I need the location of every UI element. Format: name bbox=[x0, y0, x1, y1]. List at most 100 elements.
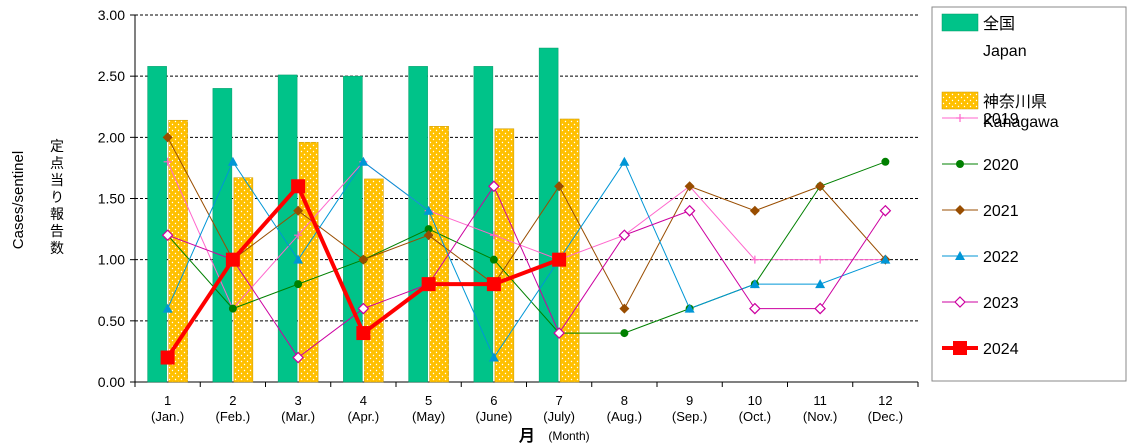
legend-label-2021: 2021 bbox=[983, 203, 1019, 220]
point-2021-4 bbox=[358, 254, 369, 265]
point-2021-10 bbox=[749, 205, 760, 216]
point-2020-12 bbox=[881, 157, 890, 166]
point-2021-7 bbox=[554, 181, 565, 192]
point-2022-10 bbox=[749, 279, 760, 289]
legend-box bbox=[931, 6, 1127, 382]
x-tick-sublabel: (Oct.) bbox=[739, 409, 772, 424]
point-2024-6 bbox=[486, 277, 501, 292]
point-2019-6 bbox=[489, 231, 498, 240]
point-2022-6 bbox=[488, 352, 499, 362]
x-tick-sublabel: (Mar.) bbox=[281, 409, 315, 424]
line-2020 bbox=[167, 161, 886, 334]
point-2023-8 bbox=[618, 229, 631, 242]
point-2021-8 bbox=[619, 303, 630, 314]
point-2021-1 bbox=[162, 132, 173, 143]
point-2020-2 bbox=[228, 304, 237, 313]
legend-marker-2024 bbox=[953, 341, 967, 355]
bars bbox=[147, 47, 580, 383]
point-2021-5 bbox=[423, 230, 434, 241]
bar-kanagawa-5 bbox=[429, 126, 449, 383]
legend-label-en: Kanagawa bbox=[983, 114, 1059, 131]
bar-japan-1 bbox=[147, 66, 167, 383]
bar-japan-2 bbox=[212, 88, 233, 383]
x-tick-sublabel: (Sep.) bbox=[672, 409, 707, 424]
bar-japan-4 bbox=[343, 75, 363, 383]
bar-kanagawa-7 bbox=[559, 118, 580, 383]
point-2023-6 bbox=[488, 180, 500, 193]
legend-marker-2020 bbox=[956, 160, 964, 168]
x-tick-label: 6 bbox=[490, 393, 497, 408]
legend-label: 全国 bbox=[983, 15, 1015, 33]
line-2023 bbox=[167, 185, 886, 359]
x-axis-label-ja: 月 bbox=[518, 427, 535, 445]
x-tick-label: 11 bbox=[813, 393, 827, 408]
legend-marker-2023 bbox=[954, 296, 966, 308]
y-tick-label: 3.00 bbox=[98, 7, 125, 23]
x-tick-sublabel: (Feb.) bbox=[216, 409, 251, 424]
point-2022-5 bbox=[423, 205, 434, 215]
point-2022-9 bbox=[684, 303, 695, 313]
legend-label-2023: 2023 bbox=[983, 295, 1019, 312]
x-axis-ticks: 1(Jan.) 2(Feb.) 3(Mar.) 4(Apr.) 5(May) 6(June… bbox=[134, 382, 919, 424]
x-tick-label: 8 bbox=[621, 393, 628, 408]
y-tick-label: 1.00 bbox=[98, 252, 125, 268]
x-tick-sublabel: (July) bbox=[543, 409, 575, 424]
point-2019-11 bbox=[816, 255, 825, 264]
point-2019-10 bbox=[750, 255, 759, 264]
point-2020-3 bbox=[294, 280, 303, 289]
x-tick-label: 10 bbox=[748, 393, 762, 408]
x-tick-label: 12 bbox=[878, 393, 892, 408]
point-2023-12 bbox=[879, 204, 892, 217]
x-tick-sublabel: (Dec.) bbox=[868, 409, 903, 424]
y-tick-label: 0.50 bbox=[98, 313, 125, 329]
point-2024-3 bbox=[291, 179, 306, 194]
legend-label-2019: 2019 bbox=[983, 111, 1019, 128]
grid-lines bbox=[135, 14, 918, 322]
point-2020-6 bbox=[489, 255, 498, 264]
point-2022-12 bbox=[880, 254, 891, 264]
x-tick-sublabel: (May) bbox=[412, 409, 445, 424]
point-2019-3 bbox=[294, 231, 303, 240]
bar-japan-6 bbox=[473, 66, 494, 383]
y-axis-ticks: 0.00 0.50 1.00 1.50 2.00 2.50 3.00 bbox=[98, 7, 135, 390]
line-2021 bbox=[167, 137, 886, 310]
y-tick-label: 2.00 bbox=[98, 129, 125, 145]
x-tick-sublabel: (June) bbox=[475, 409, 512, 424]
point-2022-2 bbox=[227, 156, 238, 166]
bar-kanagawa-6 bbox=[494, 128, 515, 383]
x-tick-label: 1 bbox=[164, 393, 171, 408]
x-tick-sublabel: (Apr.) bbox=[347, 409, 379, 424]
line-2022 bbox=[167, 160, 886, 359]
legend-marker-2021 bbox=[955, 205, 965, 215]
x-axis-label-en: (Month) bbox=[548, 429, 589, 443]
point-2024-5 bbox=[421, 277, 436, 292]
x-tick-label: 2 bbox=[229, 393, 236, 408]
point-2023-9 bbox=[683, 204, 696, 217]
point-2024-1 bbox=[160, 350, 175, 365]
y-tick-label: 0.00 bbox=[98, 374, 125, 390]
legend-label-en: Japan bbox=[983, 43, 1027, 60]
x-tick-label: 4 bbox=[360, 393, 367, 408]
legend-label: 神奈川県 bbox=[983, 93, 1047, 111]
legend-label-2024: 2024 bbox=[983, 341, 1019, 358]
bar-kanagawa-2 bbox=[233, 177, 254, 383]
x-tick-label: 7 bbox=[556, 393, 563, 408]
x-tick-sublabel: (Aug.) bbox=[607, 409, 642, 424]
x-tick-label: 9 bbox=[686, 393, 693, 408]
bar-japan-3 bbox=[277, 74, 298, 383]
point-2020-5 bbox=[424, 225, 433, 234]
legend-marker-2019 bbox=[956, 114, 964, 122]
lines bbox=[160, 132, 892, 365]
point-2023-1 bbox=[161, 229, 174, 242]
point-2019-1 bbox=[163, 157, 172, 166]
point-2020-8 bbox=[620, 329, 629, 338]
point-2024-7 bbox=[552, 252, 567, 267]
bar-kanagawa-1 bbox=[168, 119, 188, 383]
legend-swatch-kanagawa bbox=[941, 91, 979, 110]
point-2023-7 bbox=[553, 327, 565, 339]
point-2022-3 bbox=[293, 254, 304, 264]
point-2021-3 bbox=[293, 205, 304, 216]
line-2019 bbox=[167, 161, 886, 310]
